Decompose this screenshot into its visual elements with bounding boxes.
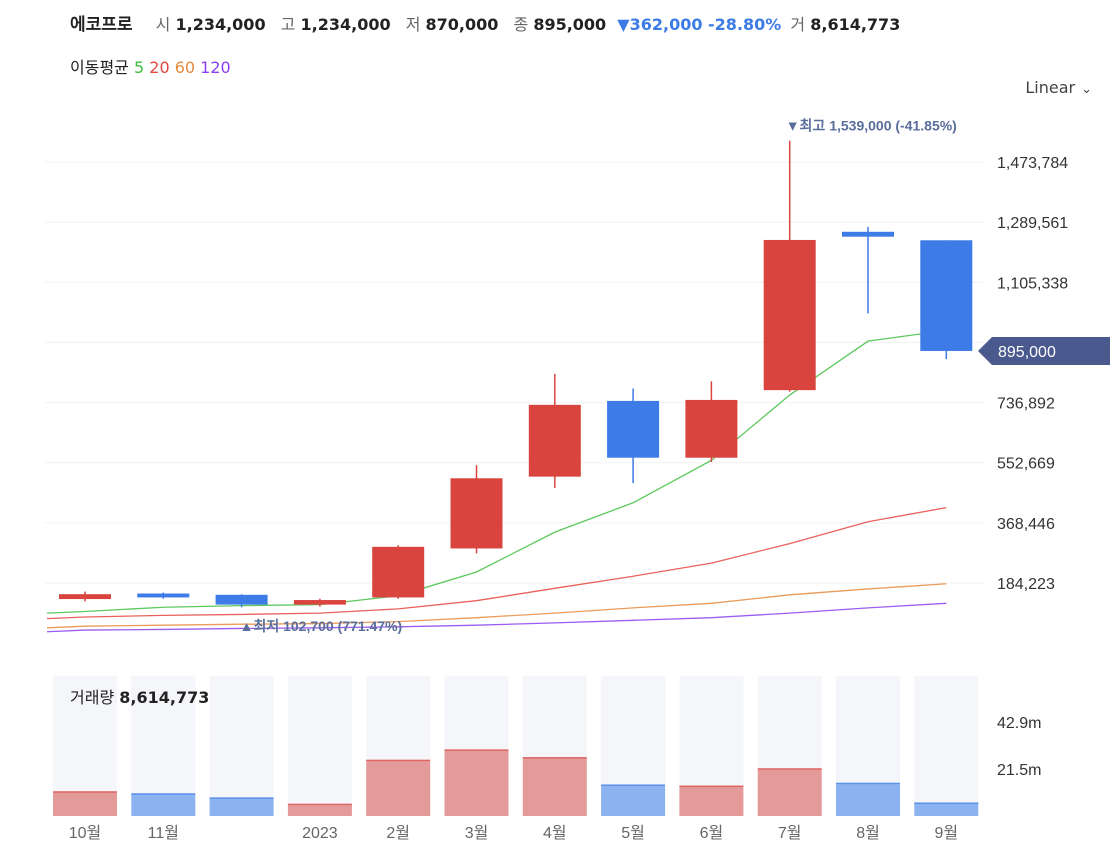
candle-body — [528, 404, 581, 477]
candle-body — [59, 594, 111, 600]
candle-body — [763, 239, 816, 391]
candle-body — [372, 546, 425, 598]
x-tick-label: 4월 — [543, 824, 567, 842]
high-label: 고 — [280, 15, 296, 34]
volume-slot — [131, 676, 196, 816]
x-tick-label: 10월 — [69, 824, 102, 842]
volume-bar — [679, 786, 744, 816]
volume-panel-value: 8,614,773 — [119, 688, 210, 707]
annotations: ▼최고 1,539,000 (-41.85%) ▲최저 102,700 (771.… — [240, 118, 957, 634]
volume-bar — [287, 804, 352, 816]
stock-header: 에코프로 시 1,234,000 고 1,234,000 저 870,000 종… — [70, 10, 906, 35]
volume-slot — [287, 676, 352, 816]
candle-body — [450, 478, 503, 549]
candle-body — [215, 594, 268, 605]
last-price-label: 895,000 — [998, 344, 1056, 361]
volume-panel-label: 거래량 — [70, 688, 115, 707]
y-tick-label: 1,473,784 — [997, 155, 1068, 172]
x-tick-label: 6월 — [700, 824, 724, 842]
ma-20-line — [46, 507, 947, 620]
x-tick-label: 2월 — [386, 824, 410, 842]
x-tick-label: 11월 — [148, 824, 179, 842]
price-axis: 1,473,7841,289,5611,105,338921,115736,89… — [978, 155, 1110, 593]
candle-body — [920, 240, 973, 351]
min-annotation: ▲최저 102,700 (771.47%) — [240, 618, 403, 634]
close-label: 종 — [513, 15, 529, 34]
stock-name: 에코프로 — [70, 15, 133, 35]
x-tick-label: 8월 — [856, 824, 880, 842]
candle-body — [137, 593, 190, 598]
y-tick-label: 184,223 — [997, 576, 1055, 593]
ma-5-legend[interactable]: 5 — [133, 58, 145, 77]
volume-bar — [914, 803, 979, 816]
ma-5-line — [46, 329, 947, 614]
scale-selector-label: Linear — [1025, 78, 1076, 97]
candle-body — [607, 400, 660, 458]
candle-body — [685, 399, 738, 458]
volume-bar — [53, 791, 117, 816]
low-value: 870,000 — [425, 15, 499, 34]
change-value: ▼362,000 -28.80% — [617, 15, 782, 34]
y-tick-label: 1,289,561 — [997, 215, 1068, 232]
x-tick-label: 2023 — [302, 825, 338, 842]
moving-average-legend: 이동평균 5 20 60 120 — [70, 54, 231, 78]
volume-bar — [522, 757, 587, 816]
volume-tick-label: 21.5m — [997, 762, 1041, 779]
ma-60-legend[interactable]: 60 — [174, 58, 196, 77]
volume-tick-label: 42.9m — [997, 715, 1041, 732]
ma-120-line — [46, 602, 947, 633]
grid-lines — [45, 161, 985, 584]
candle-body — [293, 600, 346, 605]
volume-title: 거래량 8,614,773 — [70, 684, 209, 708]
open-label: 시 — [155, 15, 171, 34]
max-annotation: ▼최고 1,539,000 (-41.85%) — [786, 118, 957, 134]
close-value: 895,000 — [533, 15, 607, 34]
x-tick-label: 5월 — [621, 824, 645, 842]
moving-average-label: 이동평균 — [70, 58, 129, 77]
volume-bar — [836, 783, 900, 816]
low-label: 저 — [405, 15, 421, 34]
volume-slot — [209, 676, 274, 816]
volume-bar — [601, 785, 666, 816]
x-tick-label: 7월 — [778, 824, 802, 842]
ma-120-legend[interactable]: 120 — [200, 58, 231, 77]
moving-average-lines — [46, 329, 947, 633]
high-value: 1,234,000 — [300, 15, 391, 34]
volume-bar — [131, 793, 196, 816]
candle-body — [842, 231, 894, 237]
ma-20-legend[interactable]: 20 — [149, 58, 170, 77]
ma-60-line — [46, 583, 947, 629]
y-tick-label: 1,105,338 — [997, 275, 1068, 292]
volume-value: 8,614,773 — [810, 15, 901, 34]
volume-bar — [366, 760, 431, 816]
volume-bar — [209, 798, 274, 816]
y-tick-label: 552,669 — [997, 456, 1055, 473]
volume-label: 거 — [790, 15, 806, 34]
last-price-tag — [978, 337, 1110, 365]
scale-selector[interactable]: Linear ⌄ — [1025, 78, 1092, 97]
time-axis: 10월 11월 2023 2월 3월 4월 5월 6월 7월 8월 9월 — [69, 824, 958, 842]
x-tick-label: 9월 — [934, 824, 958, 842]
volume-bar — [757, 768, 822, 816]
volume-slot — [914, 676, 979, 816]
open-value: 1,234,000 — [175, 15, 266, 34]
y-tick-label: 368,446 — [997, 516, 1055, 533]
candles — [59, 140, 973, 608]
chevron-down-icon: ⌄ — [1081, 82, 1092, 97]
y-tick-label: 736,892 — [997, 396, 1055, 413]
x-tick-label: 3월 — [465, 824, 489, 842]
volume-bars: 42.9m 21.5m — [53, 676, 1041, 816]
volume-bar — [444, 750, 509, 816]
